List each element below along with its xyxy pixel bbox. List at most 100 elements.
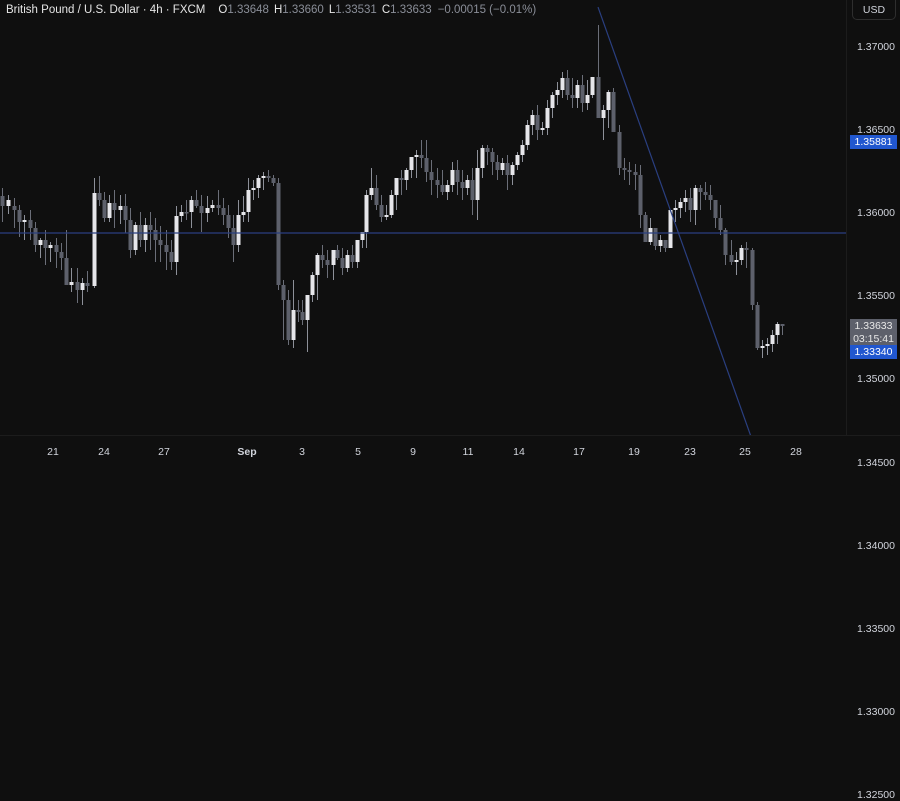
- price-tick: 1.37000: [857, 41, 895, 53]
- candle-down: [28, 220, 33, 228]
- candle-down: [622, 168, 627, 170]
- candle-up: [241, 212, 246, 215]
- resistance-price-label: 1.35881: [850, 135, 897, 149]
- candle-down: [148, 225, 153, 230]
- time-tick: 19: [628, 446, 640, 458]
- candle-down: [43, 240, 48, 248]
- candle-down: [755, 305, 760, 348]
- candle-down: [320, 255, 325, 260]
- candle-down: [97, 193, 102, 200]
- candle-down: [455, 170, 460, 182]
- candle-up: [515, 155, 520, 165]
- high-label: H: [273, 4, 283, 16]
- candle-up: [69, 282, 74, 285]
- price-axis[interactable]: 1.37000 1.36500 1.36000 1.35500 1.35000 1.345…: [846, 0, 900, 801]
- symbol-legend: British Pound / U.S. Dollar · 4h · FXCM …: [6, 4, 536, 16]
- candle-up: [355, 240, 360, 262]
- currency-button[interactable]: USD: [852, 0, 896, 20]
- candle-down: [194, 200, 199, 206]
- candle-down: [221, 208, 226, 215]
- candle-down: [424, 158, 429, 172]
- candle-down: [729, 255, 734, 262]
- candle-down: [460, 182, 465, 188]
- chart-area[interactable]: [0, 0, 846, 435]
- time-tick: 28: [790, 446, 802, 458]
- candle-down: [703, 192, 708, 195]
- candlestick-plot[interactable]: [0, 0, 846, 435]
- candle-up: [575, 85, 580, 98]
- candle-up: [92, 193, 97, 286]
- candle-down: [570, 95, 575, 98]
- close-label: C: [381, 4, 391, 16]
- price-tick: 1.35500: [857, 290, 895, 303]
- open-value: 1.33648: [227, 4, 269, 16]
- candle-up: [246, 190, 251, 212]
- candle-down: [231, 228, 236, 245]
- candle-up: [760, 346, 765, 348]
- candle-down: [325, 260, 330, 265]
- candle-up: [409, 157, 414, 170]
- candle-up: [480, 148, 485, 168]
- candle-down: [535, 115, 540, 130]
- time-tick: 9: [410, 446, 416, 458]
- candle-down: [750, 250, 755, 305]
- candle-up: [360, 232, 365, 240]
- candle-up: [118, 206, 123, 210]
- candle-down: [429, 172, 434, 180]
- candle-down: [266, 176, 271, 178]
- time-tick: 14: [513, 446, 525, 458]
- candle-up: [389, 195, 394, 215]
- candle-down: [300, 312, 305, 320]
- candle-up: [48, 245, 53, 248]
- candle-down: [399, 178, 404, 180]
- candle-up: [465, 180, 470, 188]
- candle-down: [627, 170, 632, 172]
- candle-down: [490, 152, 495, 162]
- price-tick: 1.33500: [857, 622, 895, 635]
- candle-up: [510, 165, 515, 175]
- low-label: L: [328, 4, 336, 16]
- time-axis[interactable]: 21 24 27 Sep 3 5 9 11 14 17 19 23 25 28: [0, 435, 900, 462]
- candle-up: [606, 92, 611, 110]
- candle-up: [648, 228, 653, 242]
- candle-up: [734, 260, 739, 262]
- candle-down: [565, 78, 570, 95]
- last-price-label: 1.33633 03:15:41: [850, 319, 897, 345]
- candle-up: [693, 188, 698, 210]
- candle-down: [440, 185, 445, 192]
- last-price-value: 1.33633: [854, 320, 893, 332]
- time-tick: 24: [98, 446, 110, 458]
- candle-up: [475, 168, 480, 200]
- bar-countdown: 03:15:41: [853, 332, 894, 345]
- candle-up: [540, 128, 545, 130]
- candle-down: [713, 200, 718, 218]
- candle-down: [64, 258, 69, 285]
- price-tick: 1.34000: [857, 539, 895, 552]
- candle-down: [128, 220, 133, 250]
- candle-down: [505, 163, 510, 175]
- candle-down: [638, 175, 643, 215]
- candle-down: [580, 85, 585, 103]
- candle-down: [611, 92, 616, 132]
- price-tick: 1.35000: [857, 373, 895, 386]
- symbol-title[interactable]: British Pound / U.S. Dollar · 4h · FXCM: [6, 4, 206, 16]
- candle-up: [678, 202, 683, 208]
- candle-down: [374, 188, 379, 205]
- candle-down: [12, 206, 17, 210]
- candle-down: [485, 148, 490, 152]
- candle-up: [179, 212, 184, 216]
- candle-down: [33, 228, 38, 245]
- candle-up: [450, 170, 455, 185]
- candle-down: [780, 324, 785, 326]
- time-tick: 23: [684, 446, 696, 458]
- candle-down: [184, 212, 189, 214]
- candle-down: [112, 203, 117, 210]
- support-price-label: 1.33340: [850, 345, 897, 359]
- candle-up: [133, 225, 138, 250]
- candle-up: [673, 208, 678, 210]
- candle-up: [668, 210, 673, 248]
- candle-up: [404, 170, 409, 180]
- candle-down: [276, 183, 281, 285]
- candle-down: [158, 240, 163, 245]
- close-value: 1.33633: [390, 4, 432, 16]
